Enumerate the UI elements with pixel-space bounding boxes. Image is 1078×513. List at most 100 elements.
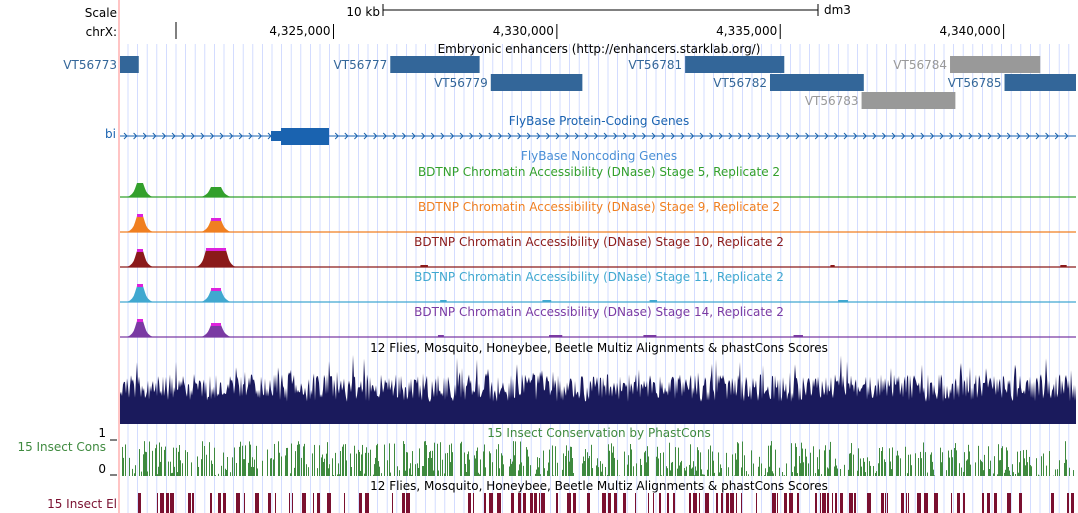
elements-side-label[interactable]: 15 Insect El xyxy=(47,497,117,511)
dnase-minor-peak xyxy=(420,265,428,267)
phastcons-bar xyxy=(692,467,693,476)
gene-strand-arrow xyxy=(930,132,935,140)
phastcons-bar xyxy=(390,472,391,476)
enhancer-VT56777[interactable]: VT56777 xyxy=(334,56,480,73)
enhancer-VT56785[interactable]: VT56785 xyxy=(948,74,1076,91)
phastcons-bar xyxy=(876,471,877,476)
phastcons-bar xyxy=(765,468,766,476)
phastcons-bar xyxy=(526,447,527,476)
element-block xyxy=(166,493,169,513)
enhancer-VT56779[interactable]: VT56779 xyxy=(434,74,583,91)
phastcons-bar xyxy=(648,456,649,476)
phastcons-bar xyxy=(204,446,205,476)
phastcons-bar xyxy=(286,447,287,476)
phastcons-bar xyxy=(1059,460,1060,476)
phastcons-bar xyxy=(415,464,416,476)
enhancer-VT56773[interactable]: VT56773 xyxy=(63,56,139,73)
enhancer-label: VT56782 xyxy=(713,76,767,90)
phastcons-bar xyxy=(342,446,343,476)
element-block xyxy=(705,493,709,513)
phastcons-bar xyxy=(685,470,686,476)
enhancer-VT56783[interactable]: VT56783 xyxy=(805,92,956,109)
phastcons-bar xyxy=(143,454,144,476)
phastcons-bar xyxy=(702,474,703,476)
phastcons-bar xyxy=(1049,451,1050,476)
gene-strand-arrow xyxy=(814,132,819,140)
phastcons-bar xyxy=(861,466,862,476)
dnase-track-s10[interactable]: BDTNP Chromatin Accessibility (DNase) St… xyxy=(120,235,1076,268)
enhancer-label: VT56785 xyxy=(948,76,1002,90)
phastcons-bar xyxy=(547,470,548,476)
phastcons-bar xyxy=(1013,472,1014,476)
phastcons-bar xyxy=(158,466,159,476)
phastcons-bar xyxy=(321,457,322,476)
phastcons-bar xyxy=(784,475,785,476)
enhancer-VT56781[interactable]: VT56781 xyxy=(628,56,785,73)
phastcons-bar xyxy=(527,449,528,476)
gene-strand-arrow xyxy=(133,132,138,140)
gene-strand-arrow xyxy=(219,132,224,140)
phastcons-bar xyxy=(485,467,486,476)
phastcons-bar xyxy=(176,447,177,476)
phastcons-bar xyxy=(290,473,291,476)
phastcons-bar xyxy=(782,472,783,476)
gene-strand-arrow xyxy=(1016,132,1021,140)
phastcons-bar xyxy=(180,460,181,476)
dnase-minor-peak xyxy=(830,265,835,267)
phastcons-bar xyxy=(327,442,328,476)
phastcons-bar xyxy=(141,471,142,476)
dnase-track-s5[interactable]: BDTNP Chromatin Accessibility (DNase) St… xyxy=(120,165,1076,198)
phastcons-bar xyxy=(409,468,410,476)
dnase-tracks[interactable]: BDTNP Chromatin Accessibility (DNase) St… xyxy=(120,165,1076,338)
phastcons-bar xyxy=(468,451,469,476)
dnase-track-s9[interactable]: BDTNP Chromatin Accessibility (DNase) St… xyxy=(120,200,1076,233)
gene-strand-arrow xyxy=(910,132,915,140)
phastcons-bar xyxy=(735,453,736,476)
phastcons-bar xyxy=(426,445,427,476)
enhancer-VT56782[interactable]: VT56782 xyxy=(713,74,864,91)
phastcons-track[interactable] xyxy=(122,441,1074,476)
gene-bi[interactable] xyxy=(120,128,1076,145)
phastcons-bar xyxy=(211,460,212,476)
phastcons-bar xyxy=(988,446,989,476)
phastcons-bar xyxy=(165,446,166,476)
gene-strand-arrow xyxy=(1045,132,1050,140)
phastcons-bar xyxy=(869,461,870,476)
phastcons-bar xyxy=(801,442,802,476)
phastcons-bar xyxy=(339,474,340,476)
gene-strand-arrow xyxy=(987,132,992,140)
element-block xyxy=(1051,493,1054,513)
phastcons-bar xyxy=(844,464,845,476)
phastcons-bar xyxy=(433,470,434,476)
phastcons-side-label[interactable]: 15 Insect Cons xyxy=(17,440,106,454)
enhancer-VT56784[interactable]: VT56784 xyxy=(893,56,1041,73)
phastcons-bar xyxy=(898,455,899,476)
phastcons-bar xyxy=(598,467,599,476)
phastcons-bar xyxy=(636,463,637,476)
assembly-label: dm3 xyxy=(824,3,851,17)
element-block xyxy=(777,493,778,513)
phastcons-bar xyxy=(1007,450,1008,476)
enhancers-track[interactable]: VT56773 VT56777 VT56779 VT56781 VT56782 VT567… xyxy=(63,56,1076,109)
phastcons-bar xyxy=(954,448,955,476)
phastcons-bar xyxy=(646,462,647,476)
enhancer-block xyxy=(861,92,956,109)
elements-track[interactable] xyxy=(138,493,1074,513)
dnase-track-s14[interactable]: BDTNP Chromatin Accessibility (DNase) St… xyxy=(120,305,1076,338)
gene-label-bi[interactable]: bi xyxy=(105,127,116,141)
phastcons-bar xyxy=(214,447,215,476)
phastcons-bar xyxy=(892,447,893,476)
phastcons-bar xyxy=(1000,460,1001,476)
phastcons-bar xyxy=(1036,458,1037,476)
dnase-peak xyxy=(127,251,153,267)
dnase-track-s11[interactable]: BDTNP Chromatin Accessibility (DNase) St… xyxy=(120,270,1076,303)
phastcons-bar xyxy=(964,452,965,476)
multiz-track[interactable] xyxy=(120,354,1076,424)
element-block xyxy=(854,493,856,513)
phastcons-bar xyxy=(849,453,850,476)
element-block xyxy=(648,493,649,513)
element-block xyxy=(302,493,306,513)
gene-strand-arrow xyxy=(210,132,215,140)
phastcons-bar xyxy=(889,448,890,476)
